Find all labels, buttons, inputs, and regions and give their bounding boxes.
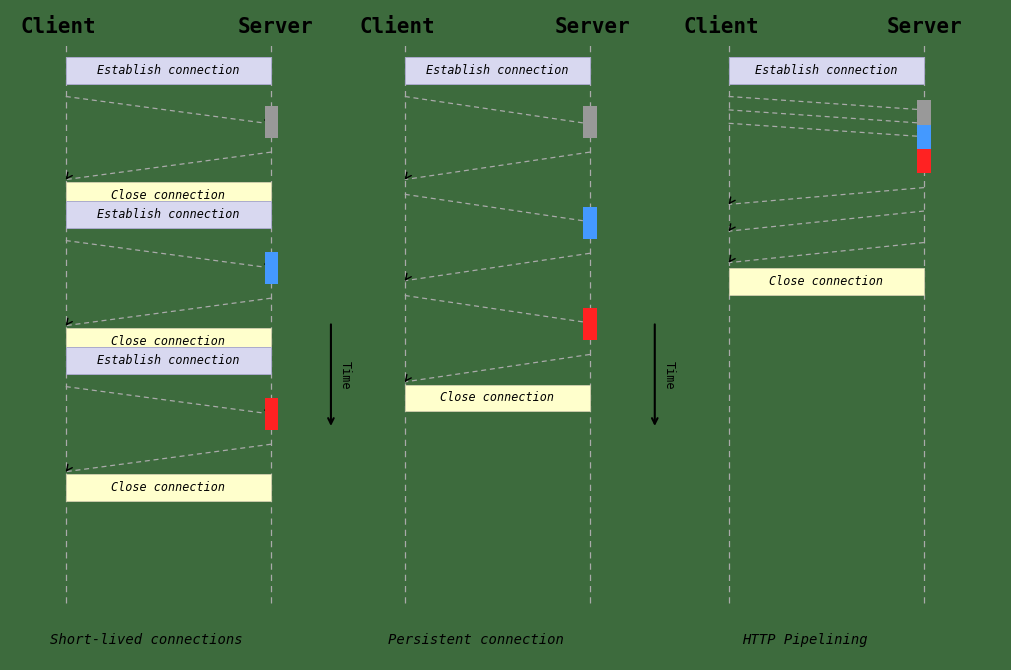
Text: Close connection: Close connection bbox=[111, 335, 225, 348]
Text: Close connection: Close connection bbox=[111, 481, 225, 494]
Text: Close connection: Close connection bbox=[111, 189, 225, 202]
Text: Server: Server bbox=[554, 17, 630, 37]
Bar bbox=[265, 252, 277, 284]
Text: Time: Time bbox=[662, 361, 675, 389]
Bar bbox=[582, 207, 596, 239]
Text: Client: Client bbox=[20, 17, 96, 37]
Text: Server: Server bbox=[238, 17, 313, 37]
Text: Establish connection: Establish connection bbox=[97, 64, 240, 77]
Bar bbox=[66, 201, 271, 228]
Text: Client: Client bbox=[359, 17, 435, 37]
Text: Time: Time bbox=[339, 361, 352, 389]
Text: Close connection: Close connection bbox=[768, 275, 883, 288]
Bar bbox=[917, 100, 930, 125]
Bar bbox=[728, 268, 923, 295]
Bar bbox=[917, 125, 930, 149]
Text: Short-lived connections: Short-lived connections bbox=[51, 632, 243, 647]
Text: HTTP Pipelining: HTTP Pipelining bbox=[741, 632, 866, 647]
Text: Client: Client bbox=[682, 17, 758, 37]
Bar bbox=[265, 398, 277, 430]
Bar bbox=[66, 347, 271, 374]
Bar bbox=[265, 106, 277, 138]
Bar bbox=[404, 385, 589, 411]
Text: Establish connection: Establish connection bbox=[97, 208, 240, 221]
Bar bbox=[66, 57, 271, 84]
Text: Establish connection: Establish connection bbox=[426, 64, 568, 77]
Text: Server: Server bbox=[886, 17, 961, 37]
Bar bbox=[66, 182, 271, 209]
Text: Close connection: Close connection bbox=[440, 391, 554, 405]
Bar bbox=[728, 57, 923, 84]
Bar bbox=[66, 474, 271, 501]
Bar bbox=[404, 57, 589, 84]
Text: Persistent connection: Persistent connection bbox=[387, 632, 563, 647]
Bar bbox=[66, 328, 271, 355]
Text: Establish connection: Establish connection bbox=[754, 64, 897, 77]
Bar bbox=[582, 106, 596, 138]
Text: Establish connection: Establish connection bbox=[97, 354, 240, 367]
Bar bbox=[917, 149, 930, 173]
Bar bbox=[582, 308, 596, 340]
